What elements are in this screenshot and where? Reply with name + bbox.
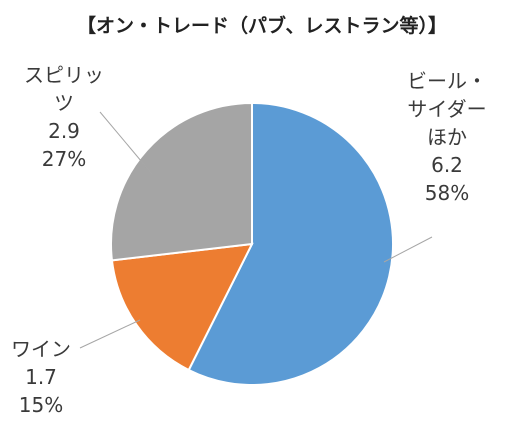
slice-label-2-name-0: スピリッ [24,63,104,87]
slice-label-0-name-1: サイダー [407,97,486,121]
slice-label-0-name-0: ビール・ [407,69,487,93]
leader-line-2 [99,111,153,175]
pie-slice-1 [110,242,254,372]
slice-label-1-name-0: ワイン [11,337,71,361]
slice-label-1-value: 1.7 [25,365,57,389]
slice-label-2-name-1: ツ [54,91,74,115]
slice-label-2-value: 2.9 [48,119,80,143]
slice-label-1-percent: 15% [19,393,63,417]
leader-lines [79,111,433,349]
pie-slice-0 [187,101,394,386]
chart-title: 【オン・トレード（パブ、レストラン等）】 [77,14,447,37]
pie-slices [110,101,394,386]
slice-label-0-percent: 58% [425,181,469,205]
slice-label-0-name-2: ほか [427,125,467,149]
slice-label-2-percent: 27% [42,147,86,171]
pie-slice-2 [110,101,253,262]
leader-line-1 [79,319,141,349]
leader-line-0 [383,236,433,263]
slice-label-0-value: 6.2 [431,153,463,177]
